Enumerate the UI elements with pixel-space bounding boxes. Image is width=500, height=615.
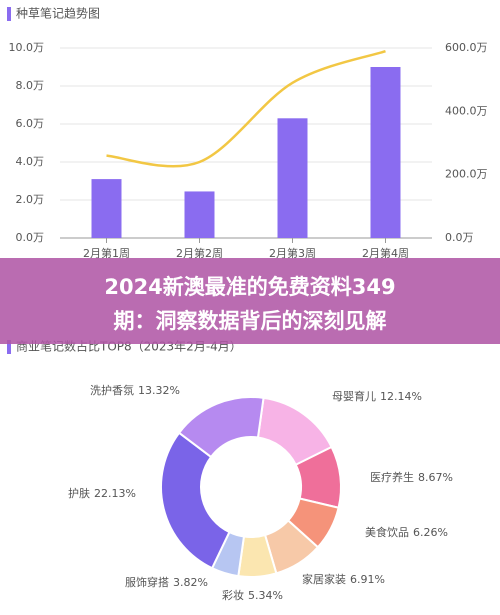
value-label: 22.13% [94, 487, 136, 500]
y-tick-label: 8.0万 [16, 79, 45, 92]
y-tick-label: 0.0万 [16, 231, 45, 244]
category-label: 母婴育儿 [332, 389, 376, 403]
trend-chart: 0.0万 2.0万 4.0万 6.0万 8.0万 10.0万 0.0万 200.0万 400.0… [9, 41, 488, 260]
line [106, 49, 386, 168]
value-label: 5.34% [248, 589, 283, 602]
segment-label: 服饰穿搭 3.82% [125, 575, 208, 589]
bar [184, 191, 215, 238]
y2-tick-label: 600.0万 [445, 41, 488, 54]
chart-title: 种草笔记趋势图 [16, 6, 100, 21]
y2-tick-label: 200.0万 [445, 168, 488, 181]
x-tick-label: 2月第4周 [362, 246, 409, 260]
category-label: 彩妆 [222, 589, 244, 602]
segment-label: 医疗养生 8.67% [370, 470, 453, 484]
x-tick-label: 2月第2周 [176, 246, 223, 260]
value-label: 8.67% [418, 471, 453, 484]
y2-tick-label: 0.0万 [445, 231, 474, 244]
value-label: 3.82% [173, 576, 208, 589]
title-icon [7, 7, 11, 21]
value-label: 6.91% [350, 573, 385, 586]
value-label: 13.32% [138, 384, 180, 397]
segment-label: 彩妆 5.34% [222, 589, 283, 602]
category-label: 护肤 [68, 486, 90, 500]
y-tick-label: 6.0万 [16, 117, 45, 130]
donut-chart: 母婴育儿 12.14% 医疗养生 8.67% 美食饮品 6.26% 家居家装 6.91% 彩妆 5… [68, 383, 453, 602]
banner [0, 258, 500, 344]
category-label: 家居家装 [302, 572, 346, 586]
segment-label: 护肤 22.13% [68, 486, 136, 500]
title-icon [7, 340, 11, 354]
bar [277, 118, 308, 238]
segment-label: 家居家装 6.91% [302, 572, 385, 586]
y-tick-label: 4.0万 [16, 155, 45, 168]
donut-segment [177, 396, 265, 459]
segment-label: 洗护香氛 13.32% [90, 383, 180, 397]
category-label: 洗护香氛 [90, 383, 134, 397]
bar [91, 179, 122, 238]
category-label: 美食饮品 [365, 525, 409, 539]
x-tick-label: 2月第1周 [83, 246, 130, 260]
donut-segment [160, 431, 231, 570]
bar [370, 67, 401, 238]
segment-label: 美食饮品 6.26% [365, 525, 448, 539]
y-tick-label: 10.0万 [9, 41, 45, 54]
value-label: 12.14% [380, 390, 422, 403]
category-label: 医疗养生 [370, 470, 414, 484]
y-tick-label: 2.0万 [16, 193, 45, 206]
segment-label: 母婴育儿 12.14% [332, 389, 422, 403]
value-label: 6.26% [413, 526, 448, 539]
category-label: 服饰穿搭 [125, 575, 169, 589]
x-tick-label: 2月第3周 [269, 246, 316, 260]
banner-line: 期：洞察数据背后的深刻见解 [114, 309, 387, 333]
banner-line: 2024新澳最准的免费资料349 [104, 275, 395, 299]
y2-tick-label: 400.0万 [445, 104, 488, 117]
